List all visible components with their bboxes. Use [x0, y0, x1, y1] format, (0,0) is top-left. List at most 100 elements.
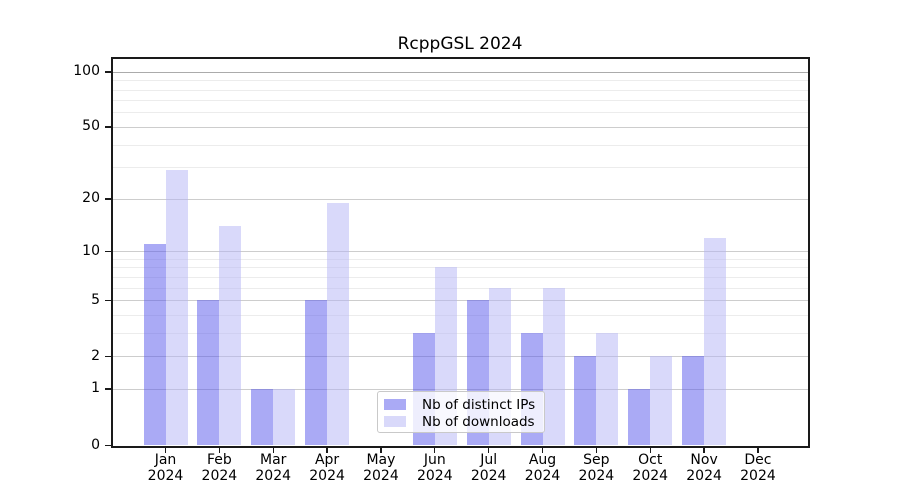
bar-distinct-ips [628, 388, 651, 445]
x-tick-label: Jan 2024 [134, 452, 198, 484]
x-tick-label: Nov 2024 [672, 452, 736, 484]
x-tick-label: May 2024 [349, 452, 413, 484]
bar-downloads [542, 287, 565, 445]
legend-item: Nb of downloads [384, 413, 544, 430]
minor-gridline [113, 267, 808, 269]
major-gridline [113, 251, 808, 253]
y-tick-label: 10 [82, 242, 100, 259]
x-tick-month: Jun [423, 452, 446, 468]
x-tick-month: Sep [583, 452, 610, 468]
y-tick [105, 355, 112, 358]
x-tick-month: Feb [206, 452, 232, 468]
x-tick-label: Apr 2024 [295, 452, 359, 484]
bar-distinct-ips [143, 243, 166, 445]
minor-gridline [113, 80, 808, 82]
x-tick-month: Jan [154, 452, 177, 468]
x-tick-label: Jul 2024 [457, 452, 521, 484]
minor-gridline [113, 276, 808, 278]
x-tick [487, 447, 490, 453]
major-gridline [113, 71, 808, 73]
x-tick-label: Aug 2024 [511, 452, 575, 484]
y-tick-label: 0 [91, 436, 100, 453]
major-gridline [113, 126, 808, 128]
x-tick-month: Aug [528, 452, 557, 468]
x-tick-year: 2024 [686, 467, 722, 484]
minor-gridline [113, 100, 808, 102]
legend-item: Nb of distinct IPs [384, 396, 544, 413]
major-gridline [113, 198, 808, 200]
plot-area [111, 57, 810, 448]
x-tick-label: Jun 2024 [403, 452, 467, 484]
chart-title: RcppGSL 2024 [397, 34, 523, 54]
bar-distinct-ips [305, 300, 328, 445]
x-tick-year: 2024 [147, 467, 184, 484]
x-tick-year: 2024 [309, 467, 345, 484]
y-tick-label: 50 [82, 118, 100, 135]
y-tick [105, 299, 112, 301]
x-tick [541, 447, 544, 453]
x-tick-year: 2024 [416, 467, 453, 484]
bar-distinct-ips [251, 388, 274, 445]
legend: Nb of distinct IPs Nb of downloads [377, 391, 545, 433]
bar-distinct-ips [197, 300, 220, 445]
x-tick-month: Mar [260, 452, 287, 468]
x-tick-month: Dec [744, 452, 772, 468]
y-tick [105, 444, 112, 446]
minor-gridline [113, 167, 808, 169]
x-tick [757, 447, 759, 453]
x-tick-year: 2024 [524, 467, 561, 484]
major-gridline [113, 300, 808, 302]
bar-downloads [327, 202, 350, 445]
x-tick [272, 447, 274, 453]
y-tick [105, 198, 112, 200]
x-tick-label: Feb 2024 [187, 452, 251, 484]
x-tick-month: Apr [314, 452, 340, 468]
x-tick-label: Mar 2024 [241, 452, 305, 484]
x-tick [595, 447, 598, 453]
x-tick [649, 447, 651, 453]
y-tick-label: 5 [91, 291, 100, 308]
bar-downloads [165, 169, 188, 445]
x-tick-year: 2024 [201, 467, 238, 484]
bar-distinct-ips [682, 356, 705, 445]
x-tick-label: Sep 2024 [564, 452, 628, 484]
legend-swatch-distinct-ips [384, 399, 406, 410]
minor-gridline [113, 332, 808, 334]
x-tick-year: 2024 [470, 467, 507, 484]
y-tick [105, 126, 112, 128]
x-tick-year: 2024 [632, 467, 669, 484]
x-tick-year: 2024 [363, 467, 399, 484]
y-tick [105, 388, 112, 390]
minor-gridline [113, 89, 808, 91]
minor-gridline [113, 112, 808, 114]
x-tick [380, 447, 382, 453]
x-tick [326, 447, 328, 453]
bar-downloads [650, 356, 673, 445]
bar-downloads [273, 388, 296, 445]
legend-label: Nb of distinct IPs [422, 396, 536, 413]
legend-label: Nb of downloads [422, 413, 535, 430]
x-tick-month: May [366, 452, 396, 468]
x-tick [703, 447, 705, 453]
y-tick-label: 1 [91, 380, 100, 397]
x-tick-year: 2024 [578, 467, 615, 484]
legend-swatch-downloads [384, 416, 406, 427]
bar-distinct-ips [574, 356, 597, 445]
y-tick [105, 250, 112, 252]
x-tick [218, 447, 221, 453]
x-tick-month: Nov [690, 452, 718, 468]
x-tick-year: 2024 [255, 467, 292, 484]
y-tick-label: 2 [91, 347, 100, 364]
minor-gridline [113, 258, 808, 260]
y-tick-label: 100 [73, 63, 100, 80]
y-tick [105, 71, 112, 73]
x-tick [434, 447, 436, 453]
bar-downloads [704, 237, 727, 445]
x-tick-label: Dec 2024 [726, 452, 790, 484]
major-gridline [113, 388, 808, 390]
x-tick-month: Jul [480, 452, 498, 468]
bar-downloads [596, 332, 619, 445]
minor-gridline [113, 144, 808, 146]
y-tick-label: 20 [82, 190, 100, 207]
